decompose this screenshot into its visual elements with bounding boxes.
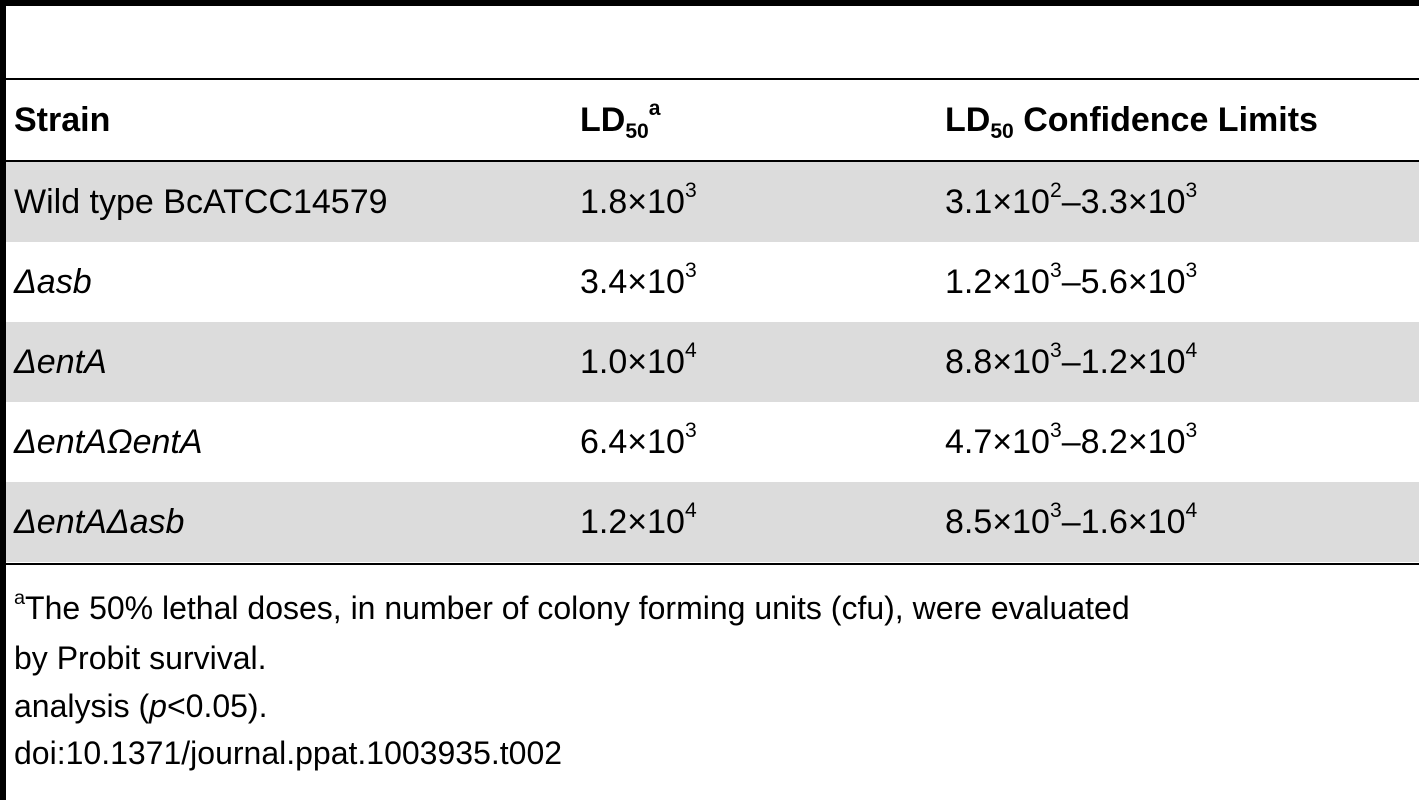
text-run: 3.4×10: [580, 263, 685, 301]
header-row: Strain LD50a LD50 Confidence Limits: [6, 80, 1419, 160]
sup-run: 3: [1185, 179, 1198, 203]
sup-run: 2: [1049, 179, 1062, 203]
text-run: –1.2×10: [1061, 343, 1186, 381]
sub-run: 50: [990, 120, 1014, 144]
italic-run: ΔentA: [14, 343, 107, 381]
table-cell: 8.8×103–1.2×104: [945, 322, 1197, 402]
table-row: Δasb 3.4×103 1.2×103–5.6×103: [6, 242, 1419, 322]
sup-run: 4: [684, 499, 697, 523]
footnote-line: aThe 50% lethal doses, in number of colo…: [14, 587, 1130, 627]
footnote-line: analysis (p<0.05).: [14, 688, 267, 725]
text-run: The 50% lethal doses, in number of colon…: [25, 590, 1130, 626]
text-run: LD: [580, 101, 626, 139]
text-run: Wild type BcATCC14579: [14, 183, 388, 221]
table-cell: Wild type BcATCC14579: [14, 162, 388, 242]
sup-run: 3: [684, 179, 697, 203]
header-cell: Strain: [14, 80, 110, 160]
text-run: –5.6×10: [1061, 263, 1186, 301]
sup-run: 3: [684, 419, 697, 443]
italic-run: ΔentAΩentA: [14, 423, 203, 461]
left-border: [0, 0, 6, 800]
footnote-line: doi:10.1371/journal.ppat.1003935.t002: [14, 735, 562, 772]
table-cell: ΔentAΩentA: [14, 402, 203, 482]
text-run: 6.4×10: [580, 423, 685, 461]
text-run: –3.3×10: [1061, 183, 1186, 221]
text-run: 8.8×10: [945, 343, 1050, 381]
sup-run: 4: [1185, 499, 1198, 523]
text-run: <0.05).: [166, 688, 268, 724]
table-row: ΔentAΩentA 6.4×103 4.7×103–8.2×103: [6, 402, 1419, 482]
table-row: Wild type BcATCC14579 1.8×103 3.1×102–3.3×…: [6, 162, 1419, 242]
table-cell: ΔentAΔasb: [14, 482, 184, 562]
sup-run: 3: [1049, 499, 1062, 523]
header-bottom-rule: [6, 160, 1419, 162]
text-run: by Probit survival.: [14, 640, 267, 676]
sub-run: 50: [625, 120, 649, 144]
text-run: analysis (: [14, 688, 150, 724]
table-cell: 6.4×103: [580, 402, 697, 482]
table-cell: 1.2×104: [580, 482, 697, 562]
italic-run: Δasb: [14, 263, 92, 301]
text-run: –8.2×10: [1061, 423, 1186, 461]
table-row: ΔentAΔasb 1.2×104 8.5×103–1.6×104: [6, 482, 1419, 562]
italic-run: ΔentAΔasb: [14, 503, 185, 541]
sup-run: 4: [1185, 339, 1198, 363]
text-run: 1.2×10: [580, 503, 685, 541]
table-cell: Δasb: [14, 242, 92, 322]
table-cell: 3.1×102–3.3×103: [945, 162, 1197, 242]
table-cell: 3.4×103: [580, 242, 697, 322]
sup-run: a: [14, 587, 26, 610]
italic-run: p: [149, 688, 167, 724]
table-cell: 1.2×103–5.6×103: [945, 242, 1197, 322]
text-run: –1.6×10: [1061, 503, 1186, 541]
sup-run: 3: [1049, 259, 1062, 283]
header-top-rule: [6, 78, 1419, 80]
text-run: 1.0×10: [580, 343, 685, 381]
sup-run: 4: [684, 339, 697, 363]
text-run: 1.2×10: [945, 263, 1050, 301]
text-run: Confidence Limits: [1013, 101, 1318, 139]
text-run: LD: [945, 101, 991, 139]
text-run: 1.8×10: [580, 183, 685, 221]
sup-run: 3: [1049, 339, 1062, 363]
sup-run: 3: [1185, 419, 1198, 443]
table-row: ΔentA 1.0×104 8.8×103–1.2×104: [6, 322, 1419, 402]
text-run: Strain: [14, 101, 111, 139]
table-cell: 1.0×104: [580, 322, 697, 402]
footnote-line: by Probit survival.: [14, 640, 267, 677]
text-run: 3.1×10: [945, 183, 1050, 221]
table-cell: ΔentA: [14, 322, 107, 402]
text-run: 4.7×10: [945, 423, 1050, 461]
sup-run: 3: [684, 259, 697, 283]
table-cell: 1.8×103: [580, 162, 697, 242]
text-run: 8.5×10: [945, 503, 1050, 541]
sup-run: 3: [1049, 419, 1062, 443]
sup-run: 3: [1185, 259, 1198, 283]
header-cell: LD50 Confidence Limits: [945, 80, 1318, 160]
table-bottom-rule: [6, 563, 1419, 565]
header-cell: LD50a: [580, 80, 661, 160]
sup-run: a: [648, 97, 661, 121]
table-cell: 4.7×103–8.2×103: [945, 402, 1197, 482]
table-cell: 8.5×103–1.6×104: [945, 482, 1197, 562]
text-run: doi:10.1371/journal.ppat.1003935.t002: [14, 735, 563, 771]
top-rule: [6, 0, 1419, 6]
